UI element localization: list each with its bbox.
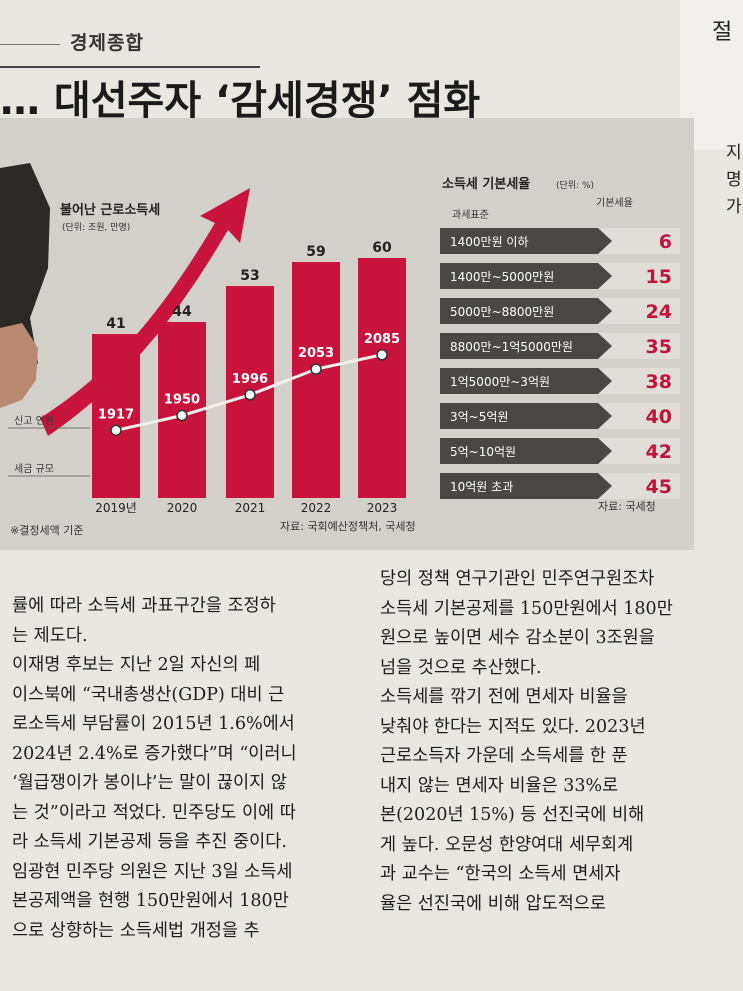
article-line: 라 소득세 기본공제 등을 추진 중이다. — [12, 832, 287, 852]
table-row-band — [440, 368, 612, 394]
section-label: 경제종합 — [70, 32, 144, 54]
people-value-label: 2085 — [364, 332, 400, 347]
tax-value-label: 53 — [240, 268, 259, 284]
table-rate-value: 15 — [646, 266, 672, 288]
tax-bar — [292, 262, 340, 498]
year-tick-label: 2020 — [167, 501, 198, 515]
tax-revenue-chart: 불어난 근로소득세 (단위: 조원, 만명) 41 2019년 44 2020 53 2021… — [8, 202, 406, 515]
article-line: 넘을 것으로 추산했다. — [380, 657, 542, 678]
year-tick-label: 2023 — [367, 501, 398, 515]
people-point — [310, 363, 322, 375]
table-bracket-label: 8800만~1억5000만원 — [450, 340, 573, 354]
article-line: 과 교수는 “한국의 소득세 면세자 — [380, 864, 621, 884]
table-row-band — [440, 263, 612, 289]
table-rate-value: 38 — [646, 371, 672, 393]
table-rate-value: 42 — [646, 441, 672, 463]
table-bracket-label: 5000만~8800만원 — [450, 305, 554, 319]
table-col-right: 기본세율 — [596, 197, 633, 209]
article-line: 소득세를 깎기 전에 면세자 비율을 — [380, 687, 628, 707]
article-line: 이스북에 “국내총생산(GDP) 대비 근 — [12, 684, 285, 705]
table-row-band — [440, 298, 612, 324]
section-underline — [0, 66, 260, 68]
article-line: 이재명 후보는 지난 2일 자신의 페 — [12, 655, 261, 675]
table-bracket-label: 1400만~5000만원 — [450, 270, 554, 284]
legend-tax: 세금 규모 — [14, 463, 54, 475]
article-line: 당의 정책 연구기관인 민주연구원조차 — [380, 569, 655, 589]
article-line: 율은 선진국에 비해 압도적으로 — [380, 893, 606, 914]
table-bracket-label: 10억원 초과 — [450, 480, 513, 494]
chart-footnote: ※결정세액 기준 — [10, 524, 84, 537]
article-column-left: 률에 따라 소득세 과표구간을 조정하 는 제도다. 이재명 후보는 지난 2일… — [12, 592, 382, 946]
table-row-band — [440, 438, 612, 464]
headline: … 대선주자 ‘감세경쟁’ 점화 — [0, 78, 481, 124]
fragment-line: 지 — [726, 143, 742, 163]
article-line: 률에 따라 소득세 과표구간을 조정하 — [12, 596, 276, 616]
tax-bar — [358, 258, 406, 498]
people-point — [376, 349, 388, 361]
fragment-line: 명 — [726, 170, 742, 190]
adjacent-headline-fragment: 절 — [712, 20, 733, 45]
people-value-label: 1996 — [232, 372, 268, 387]
table-bracket-label: 5억~10억원 — [450, 445, 516, 459]
article-column-right: 당의 정책 연구기관인 민주연구원조차 소득세 기본공제를 150만원에서 18… — [380, 565, 743, 919]
article-line: 임광현 민주당 의원은 지난 3일 소득세 — [12, 861, 293, 882]
tax-bar — [92, 334, 140, 498]
tax-value-label: 41 — [106, 316, 125, 332]
article-line: 본(2020년 15%) 등 선진국에 비해 — [380, 805, 645, 825]
year-tick-label: 2019년 — [95, 501, 137, 515]
section-rule — [0, 44, 60, 45]
table-row-band — [440, 228, 612, 254]
article-line: 는 것”이라고 적었다. 민주당도 이에 따 — [12, 802, 296, 823]
table-rate-value: 24 — [646, 301, 672, 323]
table-source: 자료: 국세청 — [598, 500, 656, 513]
article-line: 는 제도다. — [12, 625, 88, 646]
tax-value-label: 44 — [172, 304, 192, 320]
table-col-left: 과세표준 — [452, 209, 489, 221]
rising-arrow — [40, 188, 250, 436]
table-title: 소득세 기본세율 — [442, 176, 530, 192]
table-rate-value: 6 — [659, 231, 672, 253]
hand-photo-fragment — [0, 323, 38, 408]
table-bracket-label: 1억5000만~3억원 — [450, 375, 550, 389]
article-line: 근로소득자 가운데 소득세를 한 푼 — [380, 746, 628, 766]
people-point — [244, 389, 256, 401]
year-tick-label: 2022 — [301, 501, 332, 515]
table-bracket-label: 3억~5억원 — [450, 410, 508, 424]
table-row-band — [440, 403, 612, 429]
people-point — [110, 424, 122, 437]
chart-title: 불어난 근로소득세 — [60, 202, 160, 218]
table-rate-value: 35 — [646, 336, 672, 358]
adjacent-column-fragment: 지 명 가 — [726, 140, 742, 221]
article-line: 으로 상향하는 소득세법 개정을 추 — [12, 920, 260, 941]
table-row-band — [440, 473, 612, 499]
article-line: 로소득세 부담률이 2015년 1.6%에서 — [12, 714, 295, 734]
people-value-label: 1950 — [164, 393, 200, 408]
chart-source: 자료: 국회예산정책처, 국세청 — [280, 520, 416, 533]
infographic-svg: 불어난 근로소득세 (단위: 조원, 만명) 41 2019년 44 2020 53 2021… — [0, 163, 680, 515]
table-rate-value: 45 — [646, 476, 672, 498]
people-value-label: 1917 — [98, 407, 134, 422]
table-rate-value: 40 — [646, 406, 672, 428]
tax-value-label: 59 — [306, 244, 325, 260]
legend-people: 신고 인원 — [14, 415, 54, 427]
fragment-line: 가 — [726, 197, 742, 217]
year-tick-label: 2021 — [235, 501, 266, 515]
people-point — [176, 409, 188, 422]
infographic: 불어난 근로소득세 (단위: 조원, 만명) 41 2019년 44 2020 53 2021… — [0, 118, 694, 550]
article-line: 본공제액을 현행 150만원에서 180만 — [12, 891, 289, 911]
article-line: ‘월급쟁이가 봉이냐’는 말이 끊이지 않 — [12, 773, 287, 793]
article-line: 내지 않는 면세자 비율은 33%로 — [380, 775, 619, 796]
tax-rate-table: 소득세 기본세율 (단위: %) 과세표준 기본세율 1400만원 이하 6 1400만~5… — [440, 176, 680, 499]
tax-value-label: 60 — [372, 240, 392, 256]
chart-subtitle: (단위: 조원, 만명) — [62, 222, 130, 233]
article-line: 2024년 2.4%로 증가했다”며 “이러니 — [12, 743, 297, 764]
article-line: 원으로 높이면 세수 감소분이 3조원을 — [380, 628, 655, 648]
people-value-label: 2053 — [298, 346, 334, 361]
article-line: 게 높다. 오문성 한양여대 세무회계 — [380, 834, 634, 855]
table-bracket-label: 1400만원 이하 — [450, 235, 529, 249]
article-line: 소득세 기본공제를 150만원에서 180만 — [380, 598, 673, 619]
article-line: 낮춰야 한다는 지적도 있다. 2023년 — [380, 716, 646, 737]
table-subtitle: (단위: %) — [556, 180, 594, 191]
table-row-band — [440, 333, 612, 359]
